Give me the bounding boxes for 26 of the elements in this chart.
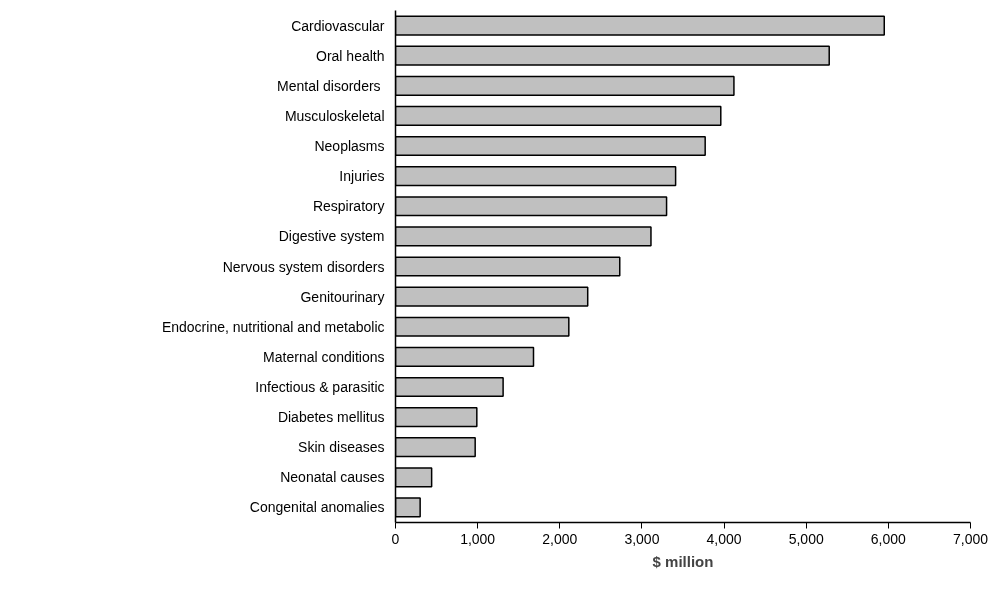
y-tick-label: Cardiovascular (291, 17, 385, 34)
x-tick-label: 0 (391, 530, 400, 547)
y-tick-label: Nervous system disorders (222, 258, 385, 275)
y-tick-label: Oral health (316, 47, 385, 64)
y-tick-label: Diabetes mellitus (277, 409, 385, 426)
y-tick-label: Musculoskeletal (284, 107, 385, 124)
y-tick-label: Skin diseases (298, 439, 385, 456)
x-axis-title: $ million (652, 552, 714, 570)
x-tick-label: 5,000 (788, 530, 824, 547)
y-tick-label: Digestive system (278, 228, 385, 245)
y-tick-label: Mental disorders (277, 77, 381, 94)
y-tick-label: Infectious & parasitic (255, 378, 385, 395)
x-tick-label: 1,000 (460, 530, 496, 547)
y-tick-label: Neonatal causes (280, 469, 385, 486)
x-tick-label: 6,000 (870, 530, 907, 547)
y-tick-label: Respiratory (312, 198, 385, 215)
y-tick-label: Neoplasms (314, 138, 385, 155)
x-tick-label: 7,000 (952, 530, 989, 547)
y-tick-label: Genitourinary (300, 288, 385, 305)
y-tick-label: Congenital anomalies (249, 499, 385, 516)
y-tick-label: Injuries (339, 168, 385, 185)
x-tick-label: 3,000 (624, 530, 660, 547)
y-tick-label: Endocrine, nutritional and metabolic (161, 318, 385, 335)
x-tick-label: 4,000 (706, 530, 742, 547)
x-tick-label: 2,000 (542, 530, 578, 547)
y-tick-label: Maternal conditions (263, 348, 385, 365)
